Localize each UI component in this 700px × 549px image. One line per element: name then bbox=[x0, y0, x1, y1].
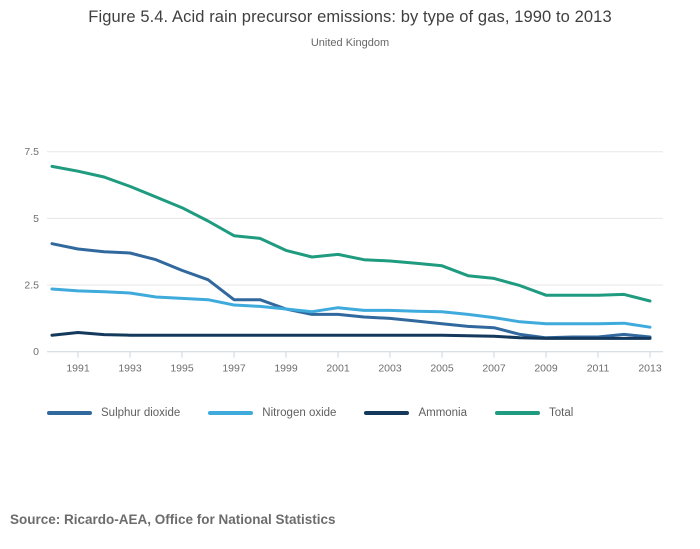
chart-legend: Sulphur dioxide Nitrogen oxide Ammonia Tota… bbox=[47, 407, 657, 419]
legend-swatch-line-icon bbox=[208, 411, 254, 415]
legend-swatch-line-icon bbox=[495, 411, 541, 415]
x-tick-label: 2005 bbox=[430, 363, 454, 375]
legend-swatch-line-icon bbox=[47, 411, 92, 415]
series-line-ammonia[interactable] bbox=[50, 331, 652, 340]
y-tick-label: 0 bbox=[33, 346, 39, 358]
x-tick-label: 1995 bbox=[170, 363, 194, 375]
legend-item-nitrogen-oxide[interactable]: Nitrogen oxide bbox=[208, 407, 336, 419]
legend-item-total[interactable]: Total bbox=[495, 407, 573, 419]
series-line-total[interactable] bbox=[50, 164, 652, 303]
legend-swatch-line-icon bbox=[364, 411, 410, 415]
legend-item-ammonia[interactable]: Ammonia bbox=[364, 407, 467, 419]
x-tick-label: 2007 bbox=[482, 363, 506, 375]
x-tick-label: 2001 bbox=[326, 363, 350, 375]
chart-title: Figure 5.4. Acid rain precursor emission… bbox=[88, 8, 612, 26]
source-text: Source: Ricardo-AEA, Office for National… bbox=[10, 512, 336, 527]
x-tick-label: 2003 bbox=[378, 363, 402, 375]
x-tick-label: 1997 bbox=[222, 363, 246, 375]
x-tick-label: 1999 bbox=[274, 363, 298, 375]
y-tick-label: 7.5 bbox=[24, 146, 39, 158]
x-tick-label: 2009 bbox=[534, 363, 558, 375]
x-tick-label: 2011 bbox=[587, 363, 610, 375]
legend-label: Total bbox=[549, 407, 574, 419]
x-tick-label: 2013 bbox=[638, 363, 662, 375]
legend-label: Sulphur dioxide bbox=[101, 407, 181, 419]
line-chart-plot-area: 0 2.5 5 7.5 1991 1993 1995 1997 1999 2001 2003 2005… bbox=[24, 146, 663, 375]
x-tick-label: 1991 bbox=[66, 363, 90, 375]
y-tick-label: 2.5 bbox=[24, 280, 39, 292]
legend-item-sulphur-dioxide[interactable]: Sulphur dioxide bbox=[47, 407, 180, 419]
legend-label: Nitrogen oxide bbox=[262, 407, 337, 419]
series-line-nitrogen-oxide[interactable] bbox=[50, 287, 652, 329]
x-tick-label: 1993 bbox=[118, 363, 142, 375]
chart-subtitle: United Kingdom bbox=[310, 37, 390, 49]
legend-label: Ammonia bbox=[418, 407, 468, 419]
y-tick-label: 5 bbox=[33, 213, 39, 225]
